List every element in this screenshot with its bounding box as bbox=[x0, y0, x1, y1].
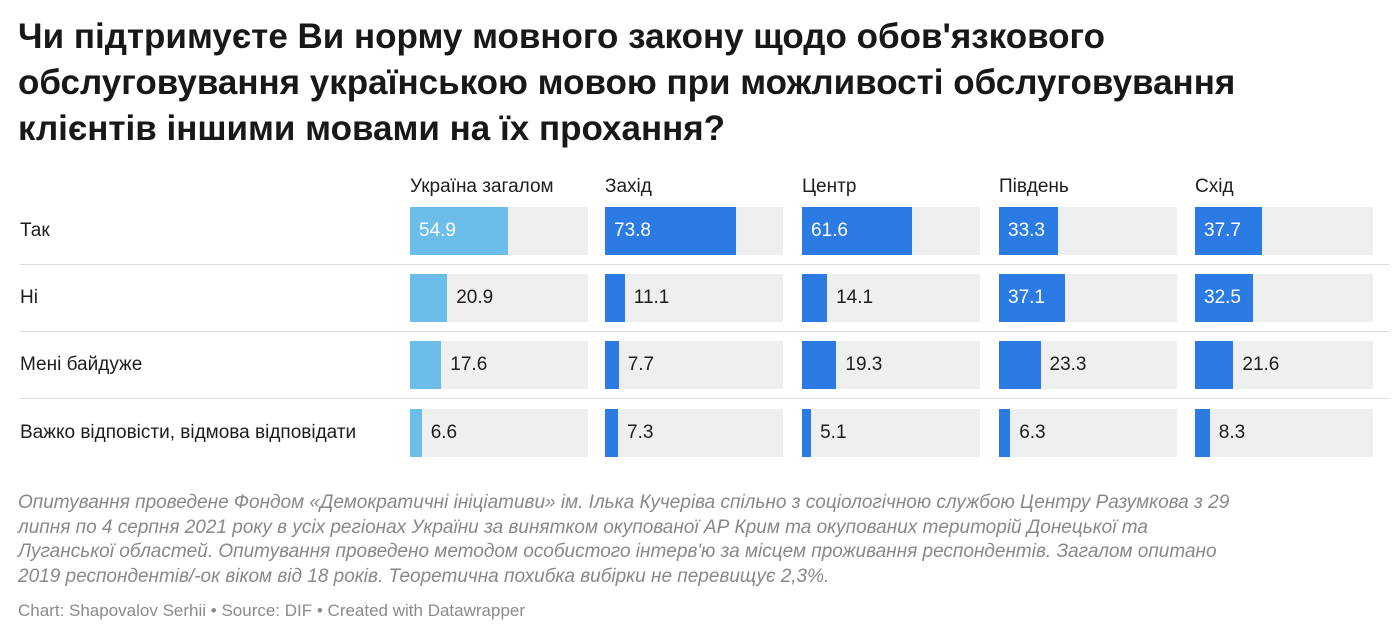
bar bbox=[605, 207, 737, 255]
bar bbox=[999, 341, 1041, 389]
bar bbox=[802, 409, 812, 457]
bar bbox=[1195, 341, 1234, 389]
bar-track: 14.1 bbox=[802, 274, 980, 322]
bar-track: 21.6 bbox=[1195, 341, 1373, 389]
bar-track: 32.5 bbox=[1195, 274, 1373, 322]
bar bbox=[1195, 207, 1263, 255]
bar-track: 23.3 bbox=[999, 341, 1177, 389]
bar-track: 7.7 bbox=[605, 341, 783, 389]
data-label: 37.1 bbox=[1008, 287, 1045, 308]
data-label: 11.1 bbox=[633, 287, 670, 308]
title-line: обслуговування українською мовою при мож… bbox=[18, 63, 1236, 102]
column-header: Україна загалом bbox=[410, 176, 554, 197]
bar-track: 5.1 bbox=[802, 409, 980, 457]
chart-title: Чи підтримуєте Ви норму мовного закону щ… bbox=[18, 14, 1388, 152]
data-label: 6.3 bbox=[1019, 422, 1046, 443]
bar-track: 7.3 bbox=[605, 409, 783, 457]
data-label: 7.3 bbox=[627, 422, 654, 443]
data-label: 14.1 bbox=[836, 287, 874, 308]
bar bbox=[410, 409, 422, 457]
column-header: Центр bbox=[802, 176, 857, 197]
bar-track: 73.8 bbox=[605, 207, 783, 255]
bar-track: 20.9 bbox=[410, 274, 588, 322]
chart-notes: Опитування проведене Фондом «Демократичн… bbox=[18, 491, 1378, 589]
data-label: 5.1 bbox=[820, 422, 847, 443]
row-divider bbox=[20, 264, 1390, 265]
data-label: 6.6 bbox=[430, 422, 458, 443]
bar bbox=[802, 274, 828, 322]
bar-track: 37.7 bbox=[1195, 207, 1373, 255]
column-header: Схід bbox=[1195, 176, 1234, 197]
bar-track: 11.1 bbox=[605, 274, 783, 322]
data-label: 17.6 bbox=[450, 354, 488, 375]
data-label: 37.7 bbox=[1204, 220, 1241, 241]
data-label: 7.7 bbox=[627, 354, 655, 375]
bar-track: 33.3 bbox=[999, 207, 1177, 255]
bar bbox=[802, 341, 837, 389]
bar-track: 17.6 bbox=[410, 341, 588, 389]
title-line: клієнтів іншими мовами на їх прохання? bbox=[18, 109, 726, 148]
notes-line: липня по 4 серпня 2021 року в усіх регіо… bbox=[18, 516, 1148, 538]
bar-track: 19.3 bbox=[802, 341, 980, 389]
bar bbox=[410, 341, 442, 389]
column-header: Захід bbox=[605, 176, 652, 197]
data-label: 8.3 bbox=[1218, 422, 1246, 443]
bar bbox=[410, 274, 448, 322]
bar bbox=[1195, 274, 1253, 322]
row-label: Мені байдуже bbox=[20, 354, 143, 375]
row-divider bbox=[20, 331, 1390, 332]
bar-track: 8.3 bbox=[1195, 409, 1373, 457]
row-label: Ні bbox=[20, 287, 38, 308]
column-header: Південь bbox=[999, 176, 1069, 197]
bar bbox=[410, 207, 508, 255]
bar bbox=[605, 409, 618, 457]
bar-track: 61.6 bbox=[802, 207, 980, 255]
data-label: 32.5 bbox=[1204, 287, 1241, 308]
bar bbox=[999, 409, 1011, 457]
data-label: 33.3 bbox=[1008, 220, 1045, 241]
notes-line: 2019 респондентів/-ок віком від 18 років… bbox=[18, 565, 830, 587]
row-label: Так bbox=[20, 220, 50, 241]
data-label: 54.9 bbox=[419, 220, 456, 241]
bar-track: 54.9 bbox=[410, 207, 588, 255]
notes-line: Опитування проведене Фондом «Демократичн… bbox=[18, 492, 1230, 513]
notes-line: Луганської областей. Опитування проведен… bbox=[18, 541, 1217, 562]
row-label: Важко відповісти, відмова відповідати bbox=[20, 422, 357, 443]
bar bbox=[605, 274, 625, 322]
data-label: 61.6 bbox=[811, 220, 848, 241]
data-label: 21.6 bbox=[1242, 354, 1280, 375]
row-divider bbox=[20, 398, 1390, 399]
data-label: 73.8 bbox=[614, 220, 651, 241]
bar bbox=[605, 341, 619, 389]
bar bbox=[802, 207, 912, 255]
bar bbox=[999, 274, 1065, 322]
data-label: 20.9 bbox=[456, 287, 494, 308]
bar-track: 37.1 bbox=[999, 274, 1177, 322]
bar bbox=[999, 207, 1059, 255]
data-label: 23.3 bbox=[1049, 354, 1087, 375]
data-label: 19.3 bbox=[845, 354, 883, 375]
chart-byline: Chart: Shapovalov Serhii • Source: DIF •… bbox=[18, 601, 526, 620]
bar-track: 6.3 bbox=[999, 409, 1177, 457]
bar bbox=[1195, 409, 1210, 457]
title-line: Чи підтримуєте Ви норму мовного закону щ… bbox=[18, 17, 1106, 56]
bar-track: 6.6 bbox=[410, 409, 588, 457]
